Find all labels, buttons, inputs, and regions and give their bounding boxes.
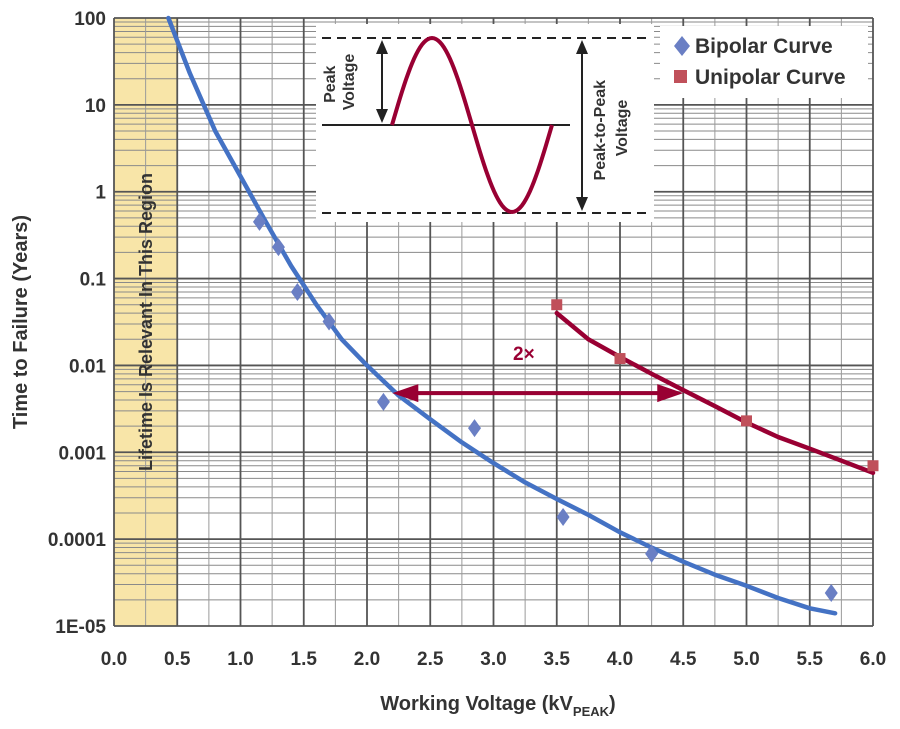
x-tick-label: 5.0 — [733, 649, 759, 670]
fit-curve-bipolar — [166, 15, 838, 616]
bipolar-point — [556, 507, 570, 526]
legend-background — [660, 26, 868, 98]
inset-background — [316, 24, 654, 222]
major-grid — [113, 17, 874, 627]
y-tick-label: 1E-05 — [55, 617, 106, 638]
x-tick-label: 6.0 — [860, 649, 886, 670]
ratio-arrow-head-right — [657, 384, 684, 403]
peak-voltage-label: Peak Voltage — [322, 54, 358, 111]
y-axis-title: Time to Failure (Years) — [10, 215, 32, 429]
y-tick-label: 100 — [74, 9, 106, 30]
x-tick-label: 1.0 — [227, 649, 253, 670]
legend-label-bipolar: Bipolar Curve — [695, 35, 833, 58]
waveform-inset: Peak Voltage Peak-to-Peak Voltage — [316, 24, 654, 222]
x-tick-label: 3.0 — [480, 649, 506, 670]
legend: Bipolar Curve Unipolar Curve — [660, 26, 868, 98]
legend-marker-bipolar — [674, 36, 690, 56]
bipolar-point — [824, 583, 838, 602]
bipolar-point — [322, 312, 336, 331]
legend-marker-unipolar — [674, 70, 687, 83]
x-tick-label: 0.0 — [101, 649, 127, 670]
x-tick-label: 4.5 — [670, 649, 697, 670]
x-tick-label: 2.0 — [354, 649, 380, 670]
y-tick-label: 0.0001 — [48, 530, 107, 551]
ratio-arrow — [392, 384, 684, 403]
x-tick-label: 0.5 — [164, 649, 191, 670]
bipolar-point — [468, 419, 482, 438]
x-tick-label: 4.0 — [607, 649, 633, 670]
legend-label-unipolar: Unipolar Curve — [695, 66, 846, 89]
bipolar-point — [290, 283, 304, 302]
unipolar-point — [741, 415, 752, 427]
peak-to-peak-arrow — [576, 40, 588, 211]
peak-arrow — [376, 40, 388, 123]
fit-curve-unipolar — [554, 310, 876, 476]
y-tick-label: 0.01 — [69, 356, 106, 377]
bipolar-point — [252, 212, 266, 231]
bipolar-point — [645, 544, 659, 563]
x-tick-label: 2.5 — [417, 649, 444, 670]
bipolar-point — [376, 392, 390, 411]
x-tick-label: 5.5 — [797, 649, 824, 670]
ratio-arrow-head-left — [392, 384, 419, 403]
unipolar-point — [867, 460, 879, 472]
unipolar-point — [551, 299, 563, 311]
x-axis-title: Working Voltage (kVPEAK) — [380, 693, 615, 719]
peak-to-peak-label: Peak-to-Peak Voltage — [592, 76, 631, 181]
bipolar-point — [271, 238, 285, 257]
x-tick-label: 3.5 — [544, 649, 571, 670]
shaded-region-label: Lifetime Is Relevant In This Region — [136, 173, 156, 471]
y-tick-label: 10 — [85, 96, 106, 117]
x-tick-label: 1.5 — [291, 649, 318, 670]
y-tick-label: 0.001 — [58, 443, 106, 464]
unipolar-point — [614, 353, 626, 365]
y-tick-label: 1 — [95, 183, 106, 204]
ratio-label: 2× — [513, 344, 535, 365]
sine-wave — [390, 35, 554, 215]
y-tick-label: 0.1 — [80, 270, 107, 291]
